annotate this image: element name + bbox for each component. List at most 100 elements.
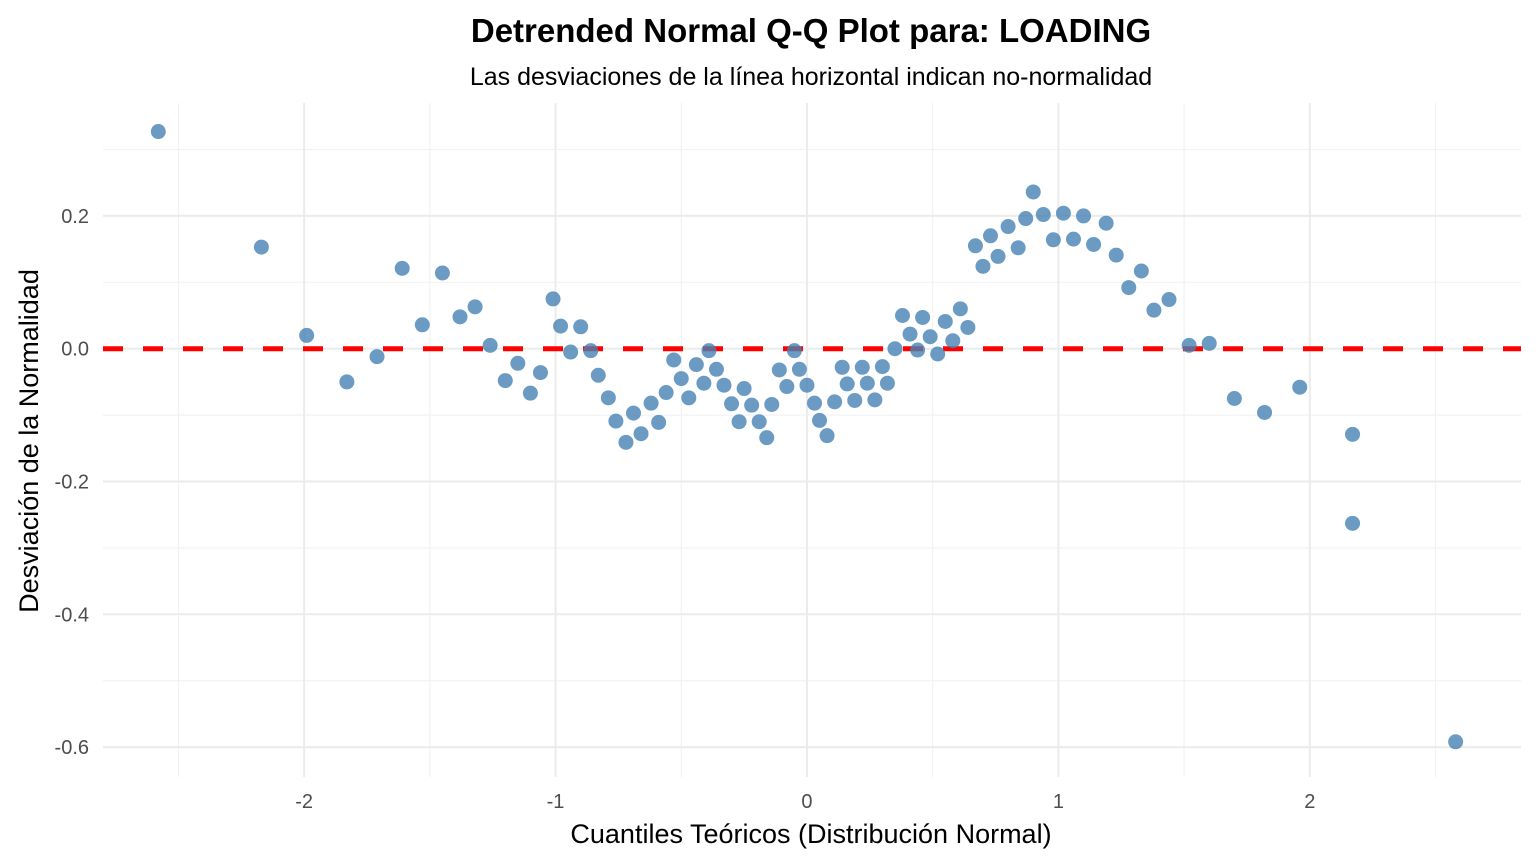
- data-point: [563, 344, 579, 360]
- data-point: [467, 299, 483, 315]
- data-point: [1098, 215, 1114, 231]
- x-axis-ticks: -2 -1 0 1 2: [295, 791, 1315, 813]
- data-point: [553, 318, 569, 334]
- data-point: [583, 343, 599, 359]
- data-point: [910, 342, 926, 358]
- data-point: [1065, 231, 1081, 247]
- data-point: [299, 327, 315, 343]
- data-point: [510, 355, 526, 371]
- y-axis-title: Desviación de la Normalidad: [14, 269, 44, 613]
- data-point: [681, 390, 697, 406]
- data-point: [658, 385, 674, 401]
- data-point: [532, 365, 548, 381]
- data-point: [799, 377, 815, 393]
- data-point: [915, 309, 931, 325]
- data-point: [1055, 205, 1071, 221]
- data-point: [1345, 426, 1361, 442]
- data-point: [990, 248, 1006, 264]
- data-point: [1035, 207, 1051, 223]
- y-tick-label: 0.0: [61, 339, 89, 361]
- data-point: [573, 319, 589, 335]
- x-tick-label: 1: [1053, 791, 1064, 813]
- data-point: [1000, 219, 1016, 235]
- data-point: [867, 392, 883, 408]
- data-point: [1108, 247, 1124, 263]
- data-point: [339, 374, 355, 390]
- data-point: [716, 377, 732, 393]
- data-points: [150, 124, 1464, 750]
- data-point: [482, 337, 498, 353]
- data-point: [771, 362, 787, 378]
- y-tick-label: 0.2: [61, 206, 89, 228]
- data-point: [708, 361, 724, 377]
- data-point: [786, 343, 802, 359]
- data-point: [452, 309, 468, 325]
- x-tick-label: -2: [295, 791, 313, 813]
- x-tick-label: 2: [1304, 791, 1315, 813]
- x-tick-label: 0: [801, 791, 812, 813]
- data-point: [751, 414, 767, 430]
- data-point: [834, 359, 850, 375]
- data-point: [1161, 292, 1177, 308]
- data-point: [643, 395, 659, 411]
- data-point: [952, 301, 968, 317]
- data-point: [731, 414, 747, 430]
- data-point: [779, 379, 795, 395]
- data-point: [150, 124, 166, 140]
- data-point: [744, 397, 760, 413]
- data-point: [618, 434, 634, 450]
- data-point: [1010, 240, 1026, 256]
- data-point: [1448, 734, 1464, 750]
- data-point: [819, 428, 835, 444]
- data-point: [688, 357, 704, 373]
- data-point: [895, 307, 911, 323]
- data-point: [827, 394, 843, 410]
- data-point: [847, 392, 863, 408]
- chart-subtitle: Las desviaciones de la línea horizontal …: [470, 63, 1152, 91]
- data-point: [1076, 208, 1092, 224]
- data-point: [1257, 404, 1273, 420]
- data-point: [1146, 302, 1162, 318]
- data-point: [937, 313, 953, 329]
- data-point: [736, 381, 752, 397]
- data-point: [600, 390, 616, 406]
- data-point: [369, 349, 385, 365]
- x-axis-title: Cuantiles Teóricos (Distribución Normal): [570, 819, 1051, 849]
- data-point: [967, 238, 983, 254]
- data-point: [930, 346, 946, 362]
- data-point: [608, 413, 624, 429]
- data-point: [759, 430, 775, 446]
- y-axis-ticks: -0.6 -0.4 -0.2 0.0 0.2: [55, 206, 89, 759]
- data-point: [812, 412, 828, 428]
- data-point: [673, 371, 689, 387]
- data-point: [1226, 390, 1242, 406]
- data-point: [839, 376, 855, 392]
- data-point: [922, 329, 938, 345]
- data-point: [764, 396, 780, 412]
- data-point: [945, 333, 961, 349]
- data-point: [1345, 515, 1361, 531]
- data-point: [590, 367, 606, 383]
- y-tick-label: -0.4: [55, 604, 89, 626]
- data-point: [1121, 280, 1137, 296]
- data-point: [791, 361, 807, 377]
- major-gridlines: [103, 103, 1521, 777]
- data-point: [887, 341, 903, 357]
- data-point: [859, 375, 875, 391]
- minor-gridlines: [103, 103, 1521, 777]
- data-point: [522, 385, 538, 401]
- data-point: [1086, 236, 1102, 252]
- data-point: [1018, 211, 1034, 227]
- data-point: [807, 395, 823, 411]
- data-point: [651, 414, 667, 430]
- data-point: [874, 359, 890, 375]
- data-point: [1025, 184, 1041, 200]
- y-tick-label: -0.2: [55, 472, 89, 494]
- data-point: [633, 426, 649, 442]
- data-point: [1201, 335, 1217, 351]
- x-tick-label: -1: [547, 791, 565, 813]
- data-point: [394, 260, 410, 276]
- data-point: [854, 359, 870, 375]
- data-point: [497, 373, 513, 389]
